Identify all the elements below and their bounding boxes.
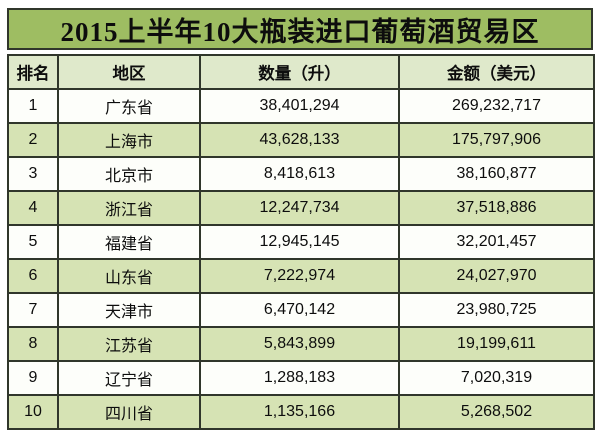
quantity-cell: 43,628,133 bbox=[199, 122, 400, 158]
quantity-cell: 8,418,613 bbox=[199, 156, 400, 192]
region-cell: 山东省 bbox=[57, 258, 201, 294]
table-row: 6 山东省 7,222,974 24,027,970 bbox=[7, 258, 595, 294]
table-row: 7 天津市 6,470,142 23,980,725 bbox=[7, 292, 595, 328]
quantity-cell: 1,135,166 bbox=[199, 394, 400, 430]
column-header-quantity: 数量（升） bbox=[199, 54, 400, 90]
region-cell: 福建省 bbox=[57, 224, 201, 260]
amount-cell: 7,020,319 bbox=[398, 360, 595, 396]
quantity-cell: 38,401,294 bbox=[199, 88, 400, 124]
table-title: 2015上半年10大瓶装进口葡萄酒贸易区 bbox=[7, 8, 593, 50]
region-cell: 天津市 bbox=[57, 292, 201, 328]
table-row: 3 北京市 8,418,613 38,160,877 bbox=[7, 156, 595, 192]
amount-cell: 5,268,502 bbox=[398, 394, 595, 430]
quantity-cell: 6,470,142 bbox=[199, 292, 400, 328]
rank-cell: 6 bbox=[7, 258, 59, 294]
quantity-cell: 12,945,145 bbox=[199, 224, 400, 260]
table-row: 8 江苏省 5,843,899 19,199,611 bbox=[7, 326, 595, 362]
table-row: 9 辽宁省 1,288,183 7,020,319 bbox=[7, 360, 595, 396]
quantity-cell: 5,843,899 bbox=[199, 326, 400, 362]
rank-cell: 3 bbox=[7, 156, 59, 192]
rank-cell: 2 bbox=[7, 122, 59, 158]
table-row: 1 广东省 38,401,294 269,232,717 bbox=[7, 88, 595, 124]
region-cell: 上海市 bbox=[57, 122, 201, 158]
table-row: 10 四川省 1,135,166 5,268,502 bbox=[7, 394, 595, 430]
amount-cell: 37,518,886 bbox=[398, 190, 595, 226]
rank-cell: 1 bbox=[7, 88, 59, 124]
table-row: 2 上海市 43,628,133 175,797,906 bbox=[7, 122, 595, 158]
region-cell: 四川省 bbox=[57, 394, 201, 430]
amount-cell: 269,232,717 bbox=[398, 88, 595, 124]
rank-cell: 5 bbox=[7, 224, 59, 260]
amount-cell: 38,160,877 bbox=[398, 156, 595, 192]
rank-cell: 4 bbox=[7, 190, 59, 226]
region-cell: 浙江省 bbox=[57, 190, 201, 226]
quantity-cell: 7,222,974 bbox=[199, 258, 400, 294]
amount-cell: 32,201,457 bbox=[398, 224, 595, 260]
quantity-cell: 1,288,183 bbox=[199, 360, 400, 396]
wine-import-table: 排名 地区 数量（升） 金额（美元） 1 广东省 38,401,294 269,… bbox=[7, 54, 595, 430]
rank-cell: 8 bbox=[7, 326, 59, 362]
amount-cell: 23,980,725 bbox=[398, 292, 595, 328]
column-header-rank: 排名 bbox=[7, 54, 59, 90]
table-row: 4 浙江省 12,247,734 37,518,886 bbox=[7, 190, 595, 226]
region-cell: 江苏省 bbox=[57, 326, 201, 362]
amount-cell: 175,797,906 bbox=[398, 122, 595, 158]
table-body: 1 广东省 38,401,294 269,232,717 2 上海市 43,62… bbox=[7, 88, 595, 430]
amount-cell: 19,199,611 bbox=[398, 326, 595, 362]
rank-cell: 9 bbox=[7, 360, 59, 396]
amount-cell: 24,027,970 bbox=[398, 258, 595, 294]
table-row: 5 福建省 12,945,145 32,201,457 bbox=[7, 224, 595, 260]
region-cell: 广东省 bbox=[57, 88, 201, 124]
column-header-region: 地区 bbox=[57, 54, 201, 90]
region-cell: 辽宁省 bbox=[57, 360, 201, 396]
table-header-row: 排名 地区 数量（升） 金额（美元） bbox=[7, 54, 595, 90]
rank-cell: 7 bbox=[7, 292, 59, 328]
rank-cell: 10 bbox=[7, 394, 59, 430]
region-cell: 北京市 bbox=[57, 156, 201, 192]
quantity-cell: 12,247,734 bbox=[199, 190, 400, 226]
column-header-amount: 金额（美元） bbox=[398, 54, 595, 90]
